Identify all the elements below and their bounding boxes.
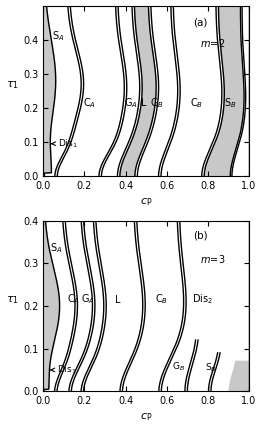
Text: C$_B$: C$_B$ — [155, 293, 168, 306]
Text: $m\!=\!2$: $m\!=\!2$ — [199, 37, 225, 49]
X-axis label: $c_{\rm P}$: $c_{\rm P}$ — [140, 412, 152, 423]
Text: L: L — [114, 295, 120, 305]
Text: Dis$_1$: Dis$_1$ — [51, 364, 77, 376]
Polygon shape — [204, 6, 244, 176]
Y-axis label: $\tau_1$: $\tau_1$ — [6, 79, 19, 91]
Text: (a): (a) — [193, 18, 208, 27]
Text: G$_B$: G$_B$ — [172, 360, 185, 373]
Text: S$_B$: S$_B$ — [224, 96, 237, 110]
Text: (b): (b) — [193, 231, 208, 241]
Text: S$_B$: S$_B$ — [205, 362, 217, 374]
Polygon shape — [229, 361, 249, 391]
Polygon shape — [43, 6, 56, 176]
Text: C$_A$: C$_A$ — [67, 293, 80, 306]
Text: $m\!=\!3$: $m\!=\!3$ — [199, 253, 225, 265]
Text: G$_A$: G$_A$ — [81, 293, 94, 306]
Text: Dis$_1$: Dis$_1$ — [52, 137, 78, 150]
Polygon shape — [43, 221, 59, 391]
Text: Dis$_2$: Dis$_2$ — [192, 293, 213, 306]
Text: S$_A$: S$_A$ — [50, 242, 62, 255]
Text: G$_A$: G$_A$ — [124, 96, 138, 110]
Text: L: L — [141, 98, 146, 108]
X-axis label: $c_{\rm P}$: $c_{\rm P}$ — [140, 196, 152, 208]
Y-axis label: $\tau_1$: $\tau_1$ — [6, 294, 19, 306]
Text: G$_B$: G$_B$ — [150, 96, 164, 110]
Text: C$_A$: C$_A$ — [83, 96, 96, 110]
Text: S$_A$: S$_A$ — [52, 29, 64, 43]
Polygon shape — [120, 6, 156, 176]
Text: C$_B$: C$_B$ — [190, 96, 203, 110]
